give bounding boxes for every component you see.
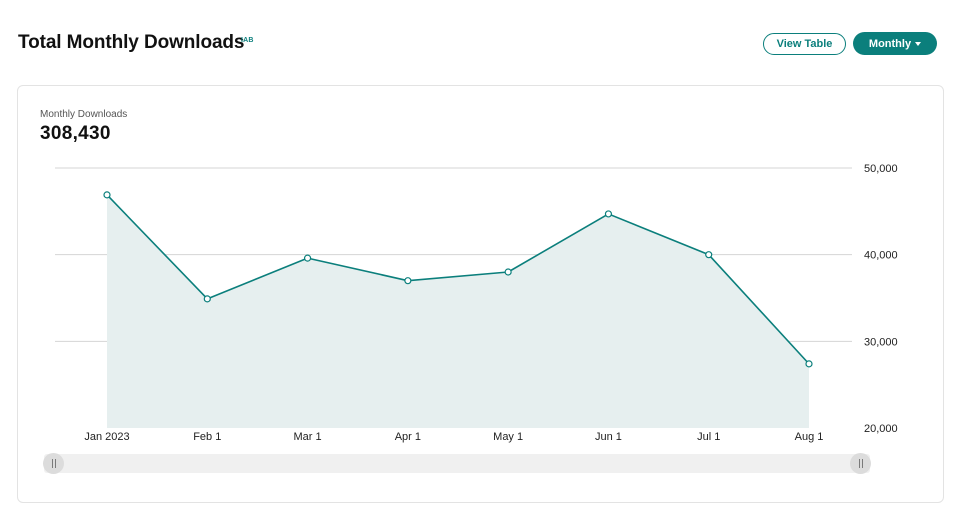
grip-icon bbox=[51, 459, 56, 468]
range-start-handle[interactable] bbox=[43, 453, 64, 474]
x-tick-label: Jun 1 bbox=[595, 431, 622, 443]
x-tick-label: May 1 bbox=[493, 431, 523, 443]
page-title: Total Monthly Downloads bbox=[18, 32, 245, 53]
view-table-label: View Table bbox=[776, 38, 833, 50]
data-point bbox=[705, 251, 713, 259]
x-tick-label: Aug 1 bbox=[795, 431, 824, 443]
data-point bbox=[805, 360, 813, 368]
y-tick-label: 50,000 bbox=[864, 163, 898, 175]
metric-value: 308,430 bbox=[40, 123, 111, 144]
data-point bbox=[203, 295, 211, 303]
data-point bbox=[604, 210, 613, 218]
caret-down-icon bbox=[915, 41, 922, 46]
data-point bbox=[303, 254, 312, 262]
view-table-button[interactable]: View Table bbox=[763, 33, 846, 55]
metric-label: Monthly Downloads bbox=[40, 109, 128, 120]
x-tick-label: Jan 2023 bbox=[84, 431, 129, 443]
y-tick-label: 30,000 bbox=[864, 336, 898, 348]
x-tick-label: Jul 1 bbox=[697, 431, 720, 443]
grip-icon bbox=[858, 459, 863, 468]
period-dropdown-button[interactable]: Monthly bbox=[853, 32, 937, 55]
x-tick-label: Feb 1 bbox=[193, 431, 221, 443]
data-point bbox=[504, 268, 512, 276]
data-point bbox=[404, 277, 412, 285]
x-tick-label: Apr 1 bbox=[395, 431, 421, 443]
y-tick-label: 20,000 bbox=[864, 423, 898, 435]
series-line bbox=[106, 194, 810, 365]
iab-badge: IAB bbox=[241, 37, 254, 44]
data-point bbox=[103, 191, 111, 199]
period-dropdown-label: Monthly bbox=[868, 37, 912, 50]
x-tick-label: Mar 1 bbox=[294, 431, 322, 443]
range-end-handle[interactable] bbox=[850, 453, 871, 474]
series-area bbox=[107, 194, 809, 428]
y-tick-label: 40,000 bbox=[864, 250, 898, 262]
range-scrollbar-track[interactable] bbox=[44, 454, 870, 473]
